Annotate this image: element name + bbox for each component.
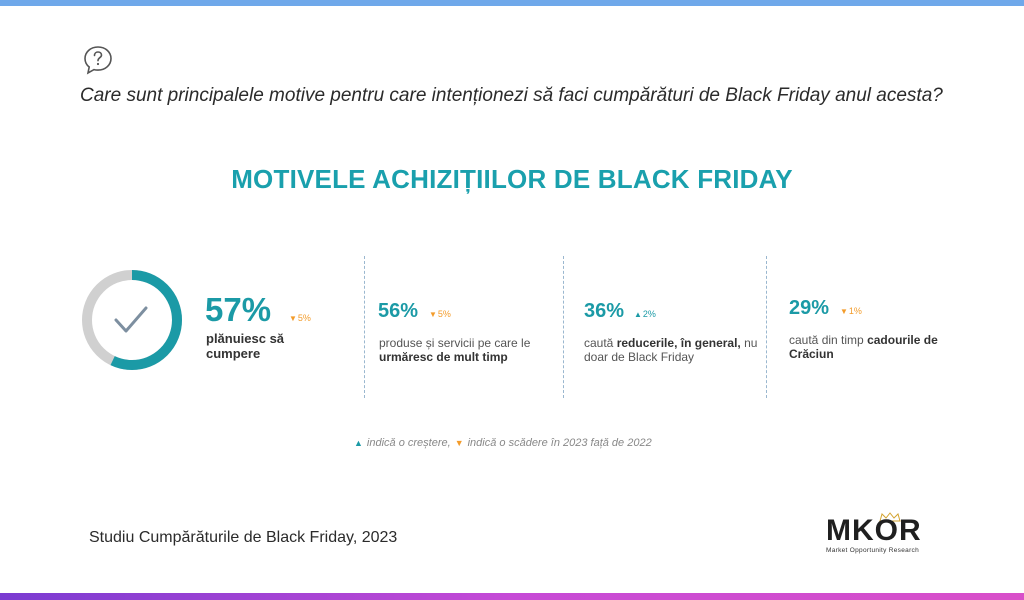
stat-1-label-bold: plănuiesc să cumpere — [206, 331, 285, 361]
bottom-accent-bar — [0, 593, 1024, 600]
stat-2-label-plain: produse și servicii pe care le — [379, 336, 531, 350]
stat-3-label: caută reducerile, în general, nu doar de… — [584, 336, 764, 364]
stat-4-label: caută din timp cadourile de Crăciun — [789, 333, 969, 361]
donut-chart — [82, 270, 182, 370]
stat-1-change: 5% — [297, 313, 311, 323]
stat-4-change: 1% — [848, 306, 862, 316]
donut-value-arc — [82, 270, 182, 370]
down-arrow-icon: ▼ — [840, 306, 848, 316]
stat-2-trend: ▼ 5% — [429, 309, 451, 319]
legend-up-text: indică o creștere, — [366, 437, 451, 449]
question-bubble-icon — [84, 46, 112, 75]
chart-title: MOTIVELE ACHIZIȚIILOR DE BLACK FRIDAY — [231, 164, 793, 194]
stat-3-change: 2% — [642, 309, 656, 319]
stat-4-label-plain: caută din timp — [789, 333, 864, 347]
stat-3-label-plain: caută — [584, 336, 614, 350]
crown-icon — [879, 512, 901, 522]
stat-3-trend: ▲ 2% — [634, 309, 656, 319]
down-arrow-icon: ▼ — [429, 309, 437, 319]
stat-3-label-bold: reducerile, în general, — [616, 336, 741, 350]
stat-3-value: 36% — [584, 300, 625, 322]
stat-2-change: 5% — [437, 309, 451, 319]
stat-2-value: 56% — [378, 300, 419, 322]
divider — [766, 256, 767, 398]
up-arrow-icon: ▲ — [634, 309, 642, 319]
stat-1-value: 57% — [205, 291, 272, 328]
stat-1-trend: ▼ 5% — [289, 313, 311, 323]
logo-subtitle: Market Opportunity Research — [826, 547, 919, 554]
stat-4-label-bold: cadourile de Crăciun — [789, 333, 938, 361]
source-note: Studiu Cumpărăturile de Black Friday, 20… — [89, 529, 398, 546]
stat-4-value: 29% — [789, 297, 830, 319]
trend-legend: ▲ indică o creștere, ▼ indică o scădere … — [354, 437, 652, 449]
legend-down-text: indică o scădere în 2023 față de 2022 — [467, 437, 652, 449]
stat-1-label: plănuiesc să cumpere — [206, 331, 316, 361]
stat-4-trend: ▼ 1% — [840, 306, 862, 316]
down-arrow-icon: ▼ — [454, 438, 464, 448]
top-accent-bar — [0, 0, 1024, 6]
mkor-logo: MKOR Market Opportunity Research — [826, 512, 936, 556]
divider — [364, 256, 365, 398]
down-arrow-icon: ▼ — [289, 313, 297, 323]
logo-wordmark: MKOR — [826, 514, 922, 547]
stat-3-label-plain-2: nu doar de Black Friday — [584, 336, 758, 364]
stat-2-label-bold: urmăresc de mult timp — [379, 350, 508, 364]
stat-2-label: produse și servicii pe care le urmăresc … — [379, 336, 554, 364]
survey-question: Care sunt principalele motive pentru car… — [80, 85, 943, 106]
up-arrow-icon: ▲ — [354, 438, 363, 448]
divider — [563, 256, 564, 398]
check-icon — [114, 306, 148, 333]
